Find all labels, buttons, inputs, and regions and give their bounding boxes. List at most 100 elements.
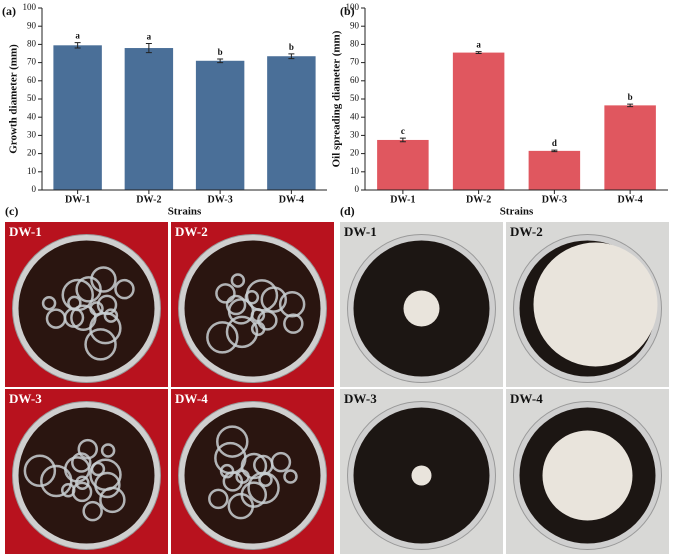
foam-bubble — [90, 461, 106, 477]
plate-label: DW-1 — [9, 224, 42, 239]
error-bar — [551, 149, 558, 153]
significance-label: b — [218, 47, 223, 57]
foam-bubble — [84, 328, 117, 361]
y-tick-label: 50 — [350, 93, 360, 103]
y-tick-label: 90 — [27, 20, 37, 30]
x-tick-label: DW-3 — [208, 194, 233, 205]
foam-bubble — [100, 443, 116, 458]
plate-label: DW-2 — [510, 224, 543, 239]
error-bar — [627, 103, 634, 108]
y-tick-label: 0 — [32, 184, 37, 194]
x-axis-label: Strains — [168, 206, 202, 218]
foam-bubble — [230, 273, 246, 288]
foam-bubble — [215, 283, 236, 304]
foam-bubble — [82, 500, 103, 522]
axis-frame — [364, 8, 668, 191]
plate-label: DW-3 — [9, 391, 42, 406]
foam-bubble — [208, 488, 229, 510]
y-tick-label: 40 — [27, 111, 37, 121]
plate-label: DW-4 — [510, 391, 543, 406]
y-tick-label: 20 — [350, 148, 360, 158]
foam-bubble — [216, 425, 249, 458]
oil-clear-zone — [533, 242, 658, 367]
bar — [604, 105, 656, 190]
y-axis-label: Growth diameter (mm) — [8, 44, 20, 154]
x-tick-label: DW-1 — [65, 194, 90, 205]
foam-bubble — [227, 298, 255, 325]
bar — [452, 52, 505, 191]
significance-label: b — [628, 92, 633, 102]
axis-frame — [41, 8, 327, 191]
plate-label: DW-3 — [344, 391, 377, 406]
y-tick-label: 80 — [27, 38, 37, 48]
significance-label: a — [147, 32, 152, 42]
panel-label: (b) — [340, 4, 355, 18]
foam-bubble — [61, 278, 94, 312]
significance-label: c — [401, 126, 405, 136]
y-tick-label: 100 — [23, 2, 37, 12]
bar — [528, 150, 581, 190]
significance-label: d — [552, 138, 557, 148]
x-tick-label: DW-2 — [136, 194, 161, 205]
foam-bubble — [283, 313, 304, 334]
bar — [53, 45, 102, 191]
significance-label: b — [289, 42, 294, 52]
plate-label: DW-1 — [344, 224, 377, 239]
foam-bubble — [225, 294, 247, 316]
significance-label: a — [476, 40, 481, 50]
error-bar — [74, 42, 81, 49]
error-bar — [145, 42, 152, 54]
foam-bubble — [103, 308, 119, 323]
bar — [124, 48, 174, 190]
y-tick-label: 60 — [350, 75, 360, 85]
y-tick-label: 80 — [350, 38, 360, 48]
x-tick-label: DW-2 — [466, 194, 491, 205]
y-tick-label: 90 — [350, 20, 360, 30]
error-bar — [399, 137, 406, 143]
foam-bubble — [75, 276, 102, 303]
foam-bubble — [77, 438, 99, 460]
foam-bubble — [71, 481, 93, 503]
foam-bubble — [278, 291, 306, 318]
foam-bubble — [222, 471, 244, 492]
y-tick-label: 40 — [350, 111, 360, 121]
foam-bubble — [75, 475, 90, 491]
foam-bubble — [257, 310, 278, 331]
panel-label: (c) — [5, 204, 18, 218]
y-tick-label: 70 — [27, 57, 37, 67]
significance-label: a — [75, 31, 80, 41]
foam-bubble — [45, 308, 67, 329]
foam-bubble — [90, 266, 117, 293]
petri-dish — [184, 407, 321, 544]
plate-label: DW-2 — [175, 224, 208, 239]
foam-bubble — [23, 454, 57, 488]
error-bar — [475, 51, 482, 54]
oil-clear-zone — [411, 465, 432, 486]
x-tick-label: DW-3 — [542, 194, 567, 205]
panel-label: (d) — [340, 204, 355, 218]
y-tick-label: 60 — [27, 75, 37, 85]
y-tick-label: 0 — [355, 184, 360, 194]
error-bar — [217, 58, 224, 64]
foam-bubble — [227, 492, 255, 520]
x-tick-label: DW-4 — [618, 194, 643, 205]
x-tick-label: DW-1 — [390, 194, 415, 205]
x-tick-label: DW-4 — [279, 194, 304, 205]
y-tick-label: 20 — [27, 148, 37, 158]
foam-bubble — [258, 472, 273, 487]
bar — [267, 56, 316, 191]
oil-clear-zone — [403, 290, 440, 327]
foam-bubble — [70, 304, 97, 332]
y-tick-label: 30 — [350, 129, 360, 139]
oil-clear-zone — [542, 430, 633, 521]
y-tick-label: 100 — [346, 2, 360, 12]
foam-bubble — [270, 451, 292, 473]
foam-bubble — [96, 294, 118, 316]
foam-bubble — [225, 315, 259, 349]
panel-label: (a) — [2, 4, 16, 18]
foam-bubble — [283, 469, 298, 484]
bar — [195, 60, 245, 190]
bar — [377, 139, 429, 190]
foam-bubble — [99, 486, 126, 514]
